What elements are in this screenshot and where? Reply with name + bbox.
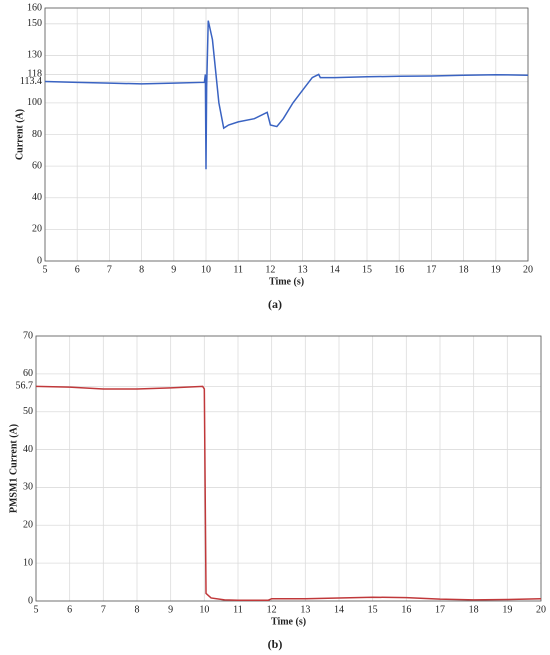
plot-frame	[44, 7, 529, 262]
x-tick-label: 6	[67, 604, 72, 615]
y-axis-label: PMSM1 Current (A)	[8, 424, 19, 513]
x-tick-label: 5	[43, 264, 48, 275]
plot-frame	[35, 335, 542, 602]
x-tick-label: 10	[201, 264, 211, 275]
y-tick-label: 100	[27, 97, 42, 108]
y-tick-label: 30	[23, 482, 33, 493]
x-tick-label: 20	[536, 604, 546, 615]
x-tick-label: 12	[265, 264, 275, 275]
y-tick-label: 0	[37, 255, 42, 266]
y-tick-label: 130	[27, 50, 42, 61]
x-axis-label: Time (s)	[271, 616, 306, 627]
x-tick-label: 16	[394, 264, 404, 275]
y-tick-label: 60	[23, 368, 33, 379]
x-tick-label: 12	[267, 604, 277, 615]
x-tick-label: 19	[502, 604, 512, 615]
y-tick-label: 20	[23, 520, 33, 531]
x-tick-label: 20	[523, 264, 533, 275]
y-tick-label: 118	[27, 69, 42, 80]
x-tick-label: 5	[34, 604, 39, 615]
x-tick-label: 8	[135, 604, 140, 615]
y-tick-label: 0	[28, 595, 33, 606]
x-tick-label: 18	[469, 604, 479, 615]
y-tick-label: 10	[23, 557, 33, 568]
x-tick-label: 15	[362, 264, 372, 275]
x-tick-label: 7	[107, 264, 112, 275]
y-tick-label: 113.4	[20, 76, 42, 87]
x-tick-label: 9	[168, 604, 173, 615]
y-tick-label: 60	[32, 160, 42, 171]
data-line	[44, 20, 529, 170]
x-tick-label: 18	[459, 264, 469, 275]
y-tick-label: 40	[32, 192, 42, 203]
x-tick-label: 11	[233, 264, 243, 275]
data-line	[35, 385, 542, 601]
x-tick-label: 15	[368, 604, 378, 615]
x-tick-label: 17	[435, 604, 445, 615]
x-tick-label: 10	[199, 604, 209, 615]
x-axis-label: Time (s)	[269, 276, 304, 287]
y-tick-label: 70	[23, 330, 33, 341]
caption: (a)	[268, 297, 282, 311]
caption: (b)	[268, 637, 283, 651]
y-tick-label: 50	[23, 406, 33, 417]
y-tick-label: 160	[27, 2, 42, 13]
x-tick-label: 16	[401, 604, 411, 615]
x-tick-label: 13	[298, 264, 308, 275]
y-tick-label: 150	[27, 18, 42, 29]
y-axis-label: Current (A)	[14, 109, 25, 160]
y-tick-label: 80	[32, 129, 42, 140]
x-tick-label: 8	[139, 264, 144, 275]
x-tick-label: 6	[75, 264, 80, 275]
x-tick-label: 9	[171, 264, 176, 275]
x-tick-label: 17	[426, 264, 436, 275]
x-tick-label: 19	[491, 264, 501, 275]
y-tick-label: 20	[32, 224, 42, 235]
x-tick-label: 7	[101, 604, 106, 615]
y-tick-label: 56.7	[16, 381, 34, 392]
x-tick-label: 14	[334, 604, 344, 615]
x-tick-label: 13	[300, 604, 310, 615]
y-tick-label: 40	[23, 444, 33, 455]
x-tick-label: 11	[233, 604, 243, 615]
x-tick-label: 14	[330, 264, 340, 275]
